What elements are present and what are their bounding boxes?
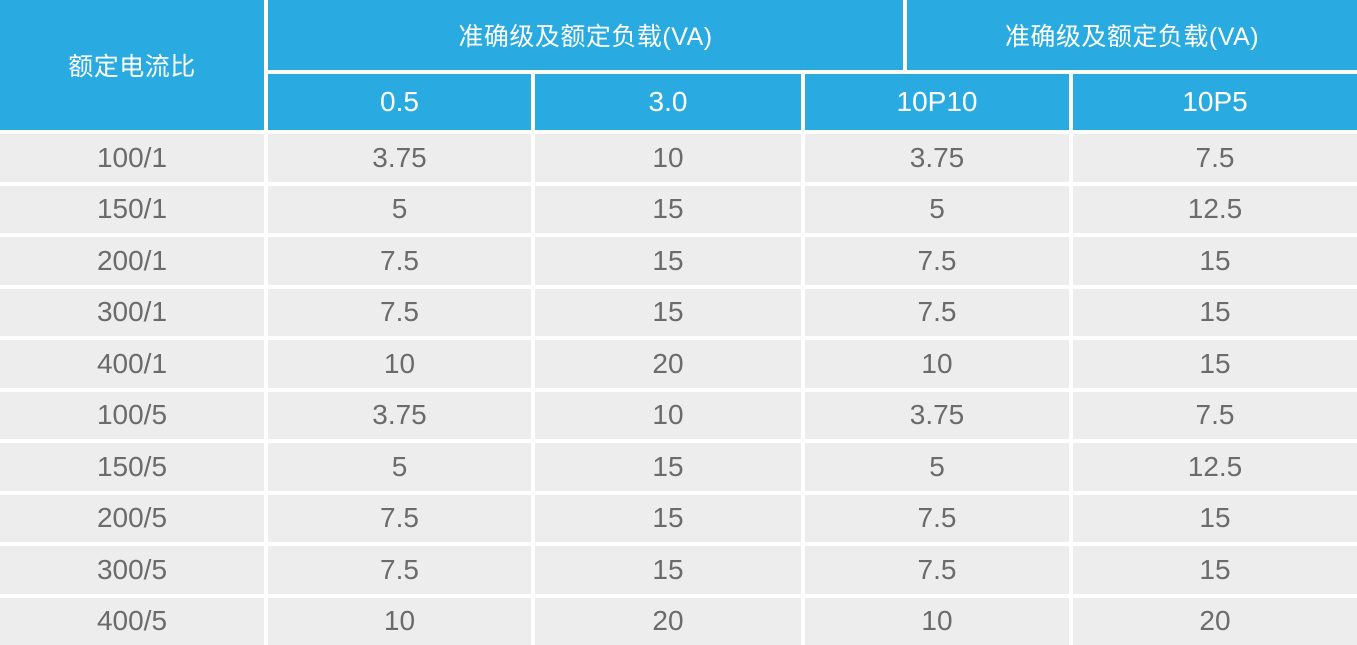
ratio-cell: 300/5 — [0, 546, 264, 594]
data-cell: 15 — [535, 237, 801, 285]
data-cell: 15 — [1073, 546, 1357, 594]
table-row: 150/5 5 15 5 12.5 — [0, 443, 1357, 491]
ratio-cell: 300/1 — [0, 288, 264, 336]
data-cell: 3.75 — [268, 391, 531, 439]
data-cell: 5 — [805, 185, 1069, 233]
header-right-block: 准确级及额定负载(VA) 准确级及额定负载(VA) 0.5 3.0 10P10 … — [268, 0, 1357, 130]
ratio-cell: 200/1 — [0, 237, 264, 285]
header-rated-current-ratio: 额定电流比 — [0, 0, 264, 130]
group-header-accuracy-burden-left: 准确级及额定负载(VA) — [268, 0, 903, 70]
ratio-cell: 200/5 — [0, 494, 264, 542]
data-cell: 15 — [1073, 237, 1357, 285]
table-row: 300/1 7.5 15 7.5 15 — [0, 288, 1357, 336]
data-cell: 5 — [268, 443, 531, 491]
data-cell: 7.5 — [268, 546, 531, 594]
subheader-class-10p10: 10P10 — [805, 74, 1069, 130]
data-cell: 3.75 — [805, 134, 1069, 182]
data-cell: 15 — [1073, 288, 1357, 336]
table-row: 300/5 7.5 15 7.5 15 — [0, 546, 1357, 594]
data-cell: 20 — [535, 340, 801, 388]
data-cell: 10 — [535, 134, 801, 182]
subheader-class-3-0: 3.0 — [535, 74, 801, 130]
ratio-cell: 400/1 — [0, 340, 264, 388]
data-cell: 3.75 — [805, 391, 1069, 439]
ratio-cell: 100/1 — [0, 134, 264, 182]
data-cell: 7.5 — [805, 237, 1069, 285]
data-cell: 20 — [535, 597, 801, 645]
table-row: 100/1 3.75 10 3.75 7.5 — [0, 134, 1357, 182]
data-cell: 3.75 — [268, 134, 531, 182]
data-cell: 10 — [268, 340, 531, 388]
table-row: 200/5 7.5 15 7.5 15 — [0, 494, 1357, 542]
data-cell: 15 — [1073, 340, 1357, 388]
subheader-class-10p5: 10P5 — [1073, 74, 1357, 130]
table-row: 150/1 5 15 5 12.5 — [0, 185, 1357, 233]
table-body: 100/1 3.75 10 3.75 7.5 150/1 5 15 5 12.5… — [0, 134, 1357, 645]
ratio-cell: 100/5 — [0, 391, 264, 439]
data-cell: 10 — [805, 340, 1069, 388]
data-cell: 7.5 — [1073, 134, 1357, 182]
table-row: 400/5 10 20 10 20 — [0, 597, 1357, 645]
data-cell: 15 — [535, 288, 801, 336]
ratio-cell: 150/1 — [0, 185, 264, 233]
table-row: 100/5 3.75 10 3.75 7.5 — [0, 391, 1357, 439]
subheader-class-0-5: 0.5 — [268, 74, 531, 130]
data-cell: 10 — [805, 597, 1069, 645]
data-cell: 12.5 — [1073, 185, 1357, 233]
data-cell: 20 — [1073, 597, 1357, 645]
data-cell: 7.5 — [805, 546, 1069, 594]
data-cell: 10 — [535, 391, 801, 439]
data-cell: 15 — [535, 185, 801, 233]
data-cell: 7.5 — [268, 288, 531, 336]
data-cell: 7.5 — [1073, 391, 1357, 439]
table-header: 额定电流比 准确级及额定负载(VA) 准确级及额定负载(VA) 0.5 3.0 … — [0, 0, 1357, 130]
data-cell: 15 — [1073, 494, 1357, 542]
subheader-row: 0.5 3.0 10P10 10P5 — [268, 74, 1357, 130]
data-cell: 10 — [268, 597, 531, 645]
data-cell: 15 — [535, 546, 801, 594]
data-cell: 12.5 — [1073, 443, 1357, 491]
group-header-row: 准确级及额定负载(VA) 准确级及额定负载(VA) — [268, 0, 1357, 70]
group-header-accuracy-burden-right: 准确级及额定负载(VA) — [907, 0, 1357, 70]
data-cell: 15 — [535, 443, 801, 491]
ratio-cell: 150/5 — [0, 443, 264, 491]
data-cell: 7.5 — [268, 494, 531, 542]
data-cell: 5 — [268, 185, 531, 233]
table-row: 400/1 10 20 10 15 — [0, 340, 1357, 388]
table-row: 200/1 7.5 15 7.5 15 — [0, 237, 1357, 285]
data-cell: 7.5 — [805, 494, 1069, 542]
data-cell: 5 — [805, 443, 1069, 491]
data-cell: 7.5 — [805, 288, 1069, 336]
data-cell: 7.5 — [268, 237, 531, 285]
data-cell: 15 — [535, 494, 801, 542]
ratio-cell: 400/5 — [0, 597, 264, 645]
